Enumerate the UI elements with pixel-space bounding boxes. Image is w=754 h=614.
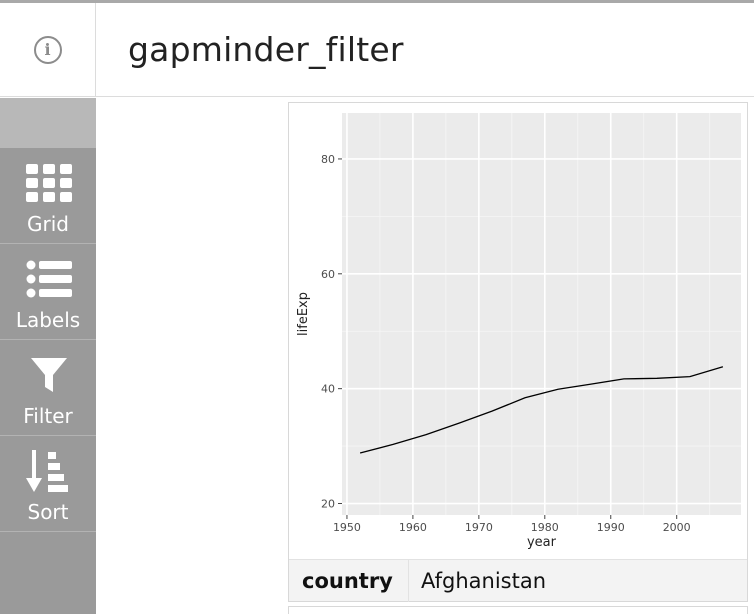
x-tick-label: 1970	[465, 521, 493, 534]
y-tick-label: 60	[321, 268, 335, 281]
labels-icon	[26, 260, 72, 298]
info-icon: i	[33, 36, 62, 64]
grid-minor	[342, 113, 741, 515]
plot-panel[interactable]: 1950 1960 1970 1980 1990 2000 20 40 60 80 year li…	[288, 102, 748, 602]
page-title: gapminder_filter	[128, 30, 404, 69]
sidebar-item-label: Sort	[27, 500, 69, 524]
grid-icon	[26, 164, 72, 202]
window-top-border	[0, 0, 754, 3]
x-tick-label: 1990	[597, 521, 625, 534]
sidebar-item-labels[interactable]: Labels	[0, 244, 96, 340]
line-chart: 1950 1960 1970 1980 1990 2000 20 40 60 80 year li…	[296, 113, 741, 550]
sidebar-item-grid[interactable]: Grid	[0, 148, 96, 244]
sidebar-header	[0, 98, 96, 148]
panel-footer: country Afghanistan	[289, 559, 747, 602]
header: i gapminder_filter	[0, 3, 754, 97]
footer-value: Afghanistan	[421, 569, 547, 593]
plot-background	[342, 113, 741, 515]
x-tick-label: 1980	[531, 521, 559, 534]
grid-major	[342, 113, 741, 515]
x-tick-label: 1960	[399, 521, 427, 534]
y-tick-label: 20	[321, 498, 335, 511]
y-tick-label: 80	[321, 153, 335, 166]
sort-icon	[26, 450, 68, 492]
x-tick-label: 2000	[663, 521, 691, 534]
next-panel-edge	[288, 606, 748, 614]
x-tick-label: 1950	[333, 521, 361, 534]
sidebar-item-label: Grid	[27, 212, 69, 236]
axis-ticks: 1950 1960 1970 1980 1990 2000 20 40 60 80	[321, 153, 691, 534]
sidebar-item-label: Filter	[23, 404, 73, 428]
series-group	[359, 366, 724, 454]
sidebar-item-filter[interactable]: Filter	[0, 340, 96, 436]
info-button[interactable]: i	[0, 3, 96, 97]
series-line	[359, 366, 724, 454]
footer-key: country	[289, 560, 409, 602]
filter-icon	[31, 358, 67, 392]
sidebar-item-label: Labels	[15, 308, 81, 332]
y-tick-label: 40	[321, 383, 335, 396]
y-axis-label: lifeExp	[296, 292, 311, 336]
sidebar: Grid Labels Filter Sort	[0, 98, 96, 614]
sidebar-item-sort[interactable]: Sort	[0, 436, 96, 532]
x-axis-label: year	[527, 535, 557, 550]
